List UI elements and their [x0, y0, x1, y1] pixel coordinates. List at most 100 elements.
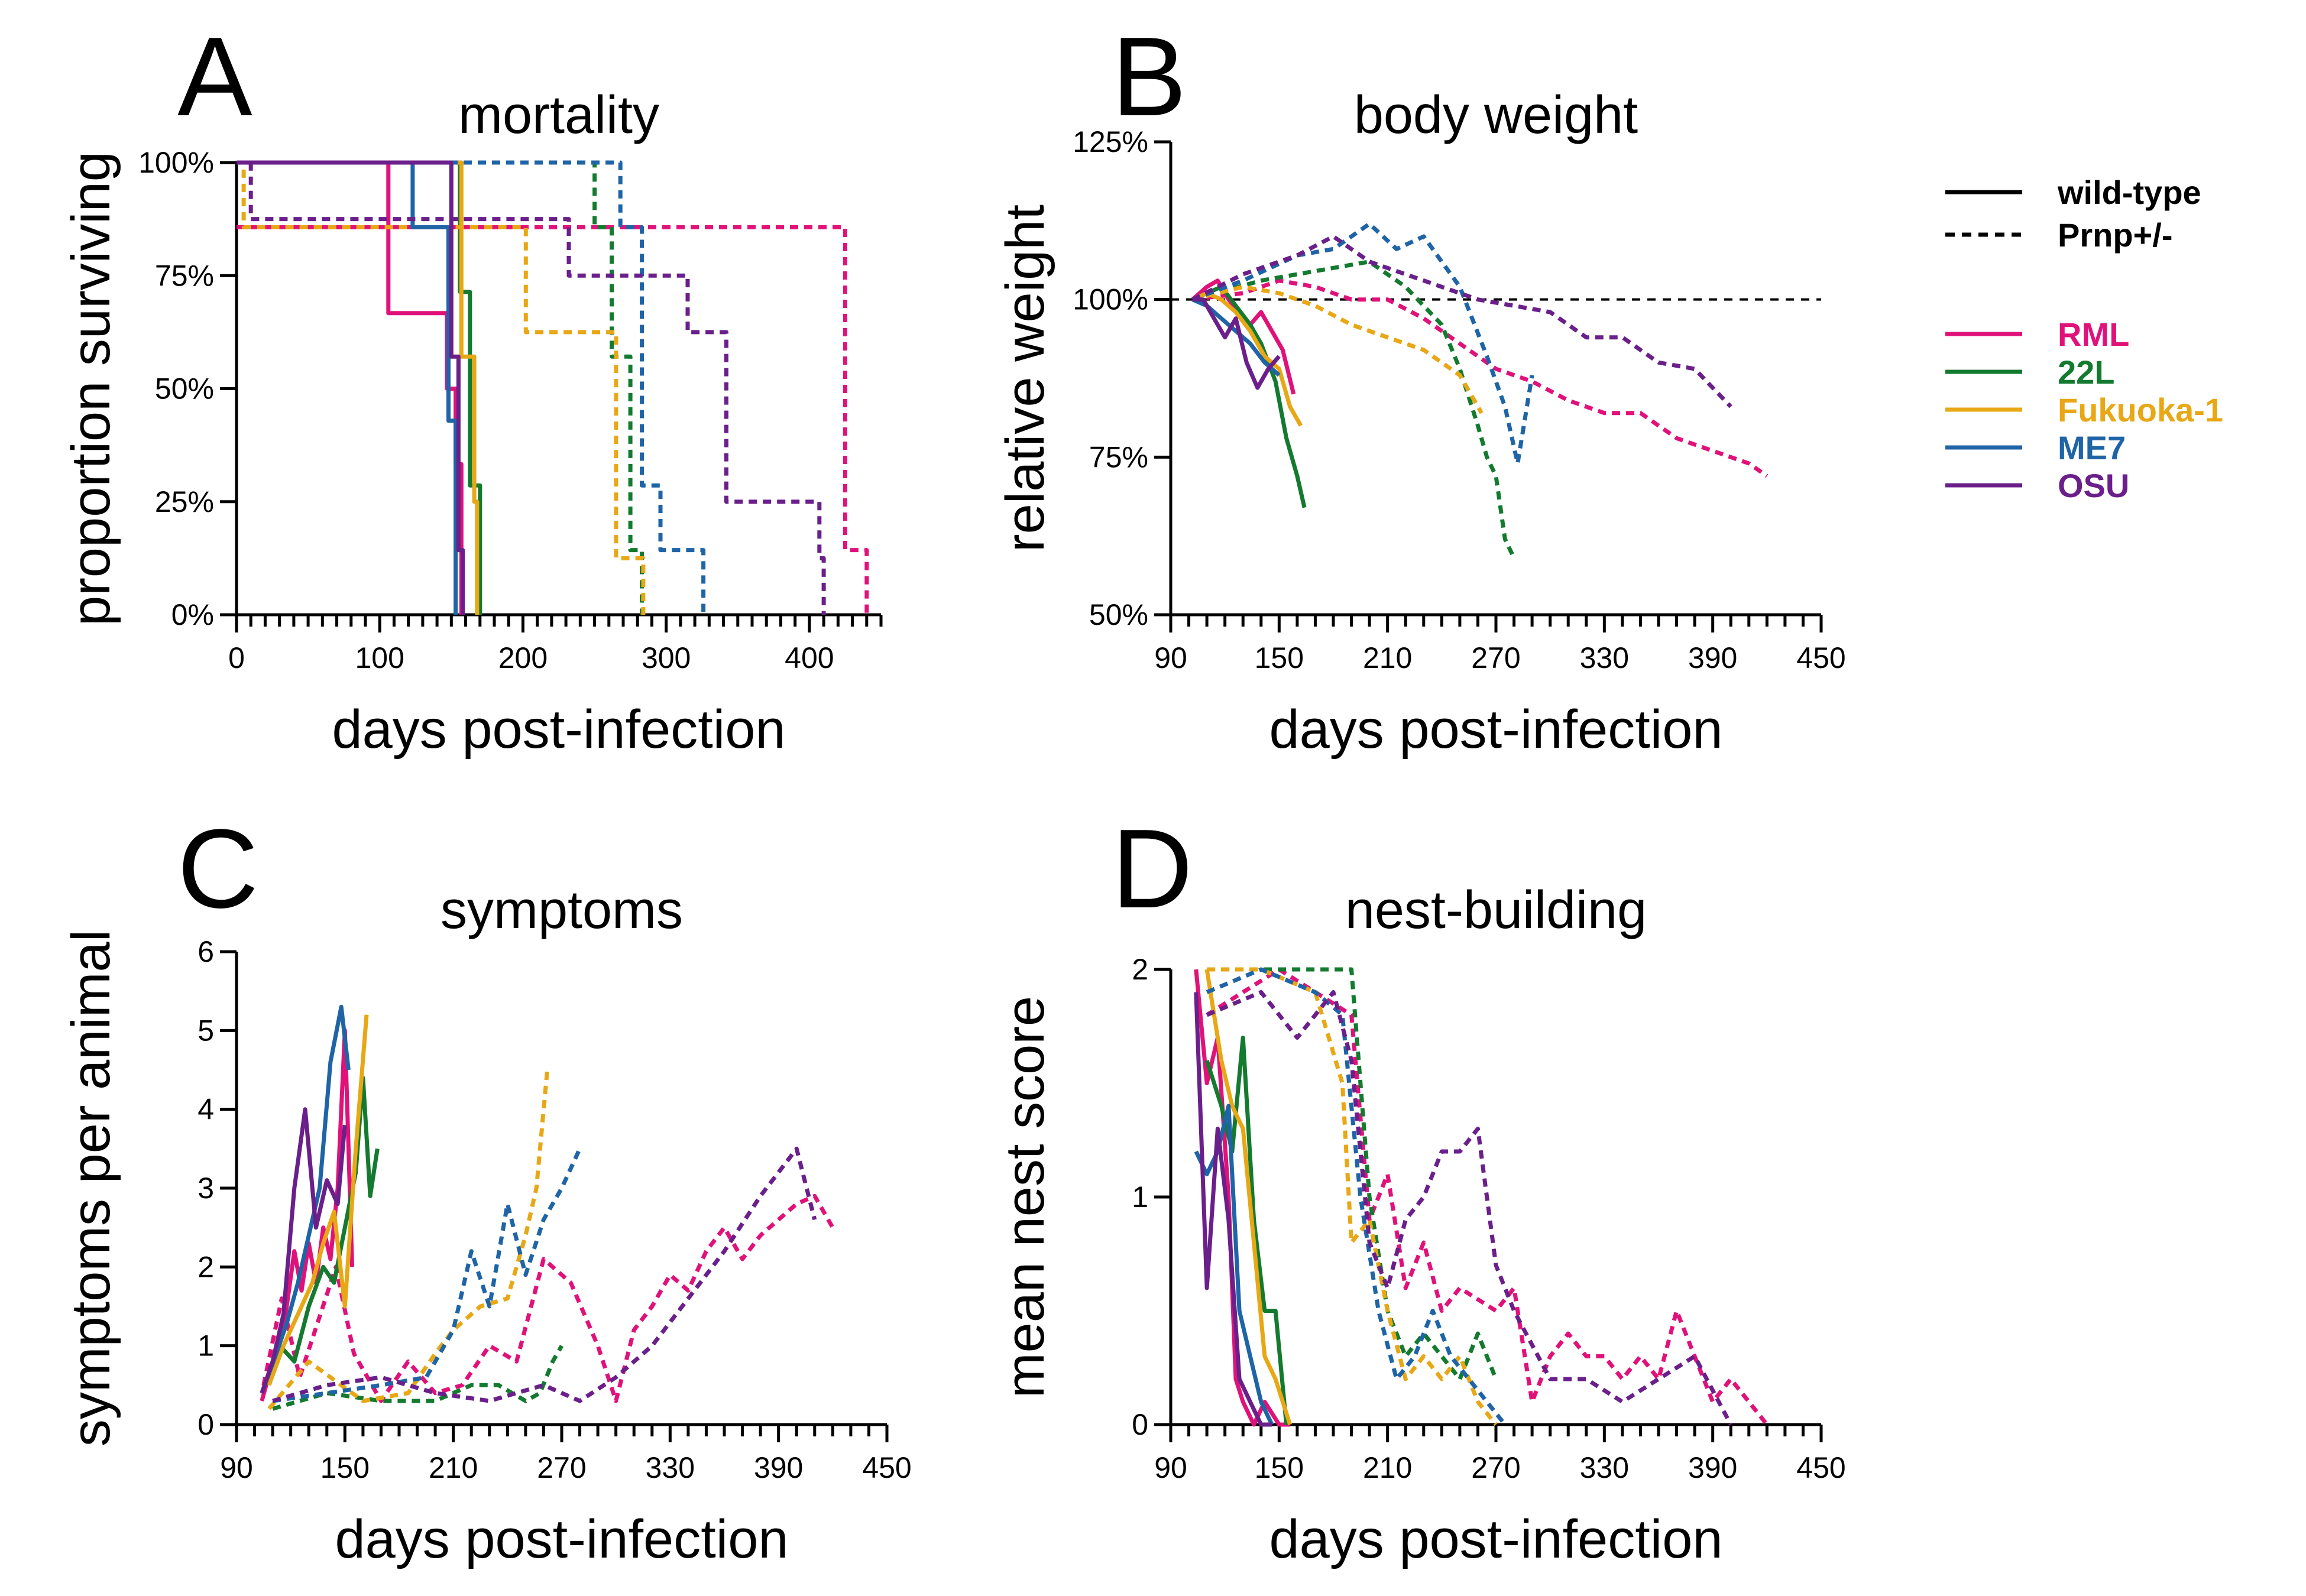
- series-fukuoka-1-prnp: [1191, 284, 1484, 414]
- y-axis-label: symptoms per animal: [61, 930, 121, 1446]
- series-fukuoka-1-wildtype: [237, 160, 480, 615]
- series-osu-wildtype: [260, 1107, 347, 1394]
- x-tick-label: 390: [1688, 1451, 1737, 1484]
- x-tick-label: 90: [1154, 1451, 1187, 1484]
- series-rml-wildtype: [1194, 969, 1290, 1427]
- y-axis-label: proportion surviving: [61, 151, 121, 626]
- series-rml-prnp: [261, 1193, 835, 1403]
- y-axis-label: mean nest score: [995, 996, 1055, 1398]
- y-tick-label: 0%: [171, 598, 214, 631]
- x-axis-label: days post-infection: [1269, 1509, 1722, 1569]
- x-tick-label: 330: [646, 1451, 695, 1484]
- x-tick-label: 330: [1580, 1451, 1629, 1484]
- x-tick-label: 270: [1471, 1451, 1520, 1484]
- legend-label: RML: [2058, 316, 2129, 353]
- x-axis-label: days post-infection: [1269, 699, 1722, 760]
- panel-title: body weight: [1354, 86, 1638, 145]
- x-tick-label: 150: [1255, 1451, 1304, 1484]
- y-tick-label: 0: [1132, 1408, 1148, 1441]
- x-tick-label: 100: [355, 641, 404, 674]
- x-tick-label: 90: [220, 1451, 253, 1484]
- series-rml-wildtype: [237, 160, 464, 615]
- x-tick-label: 390: [754, 1451, 803, 1484]
- series-osu-wildtype: [1194, 992, 1272, 1427]
- x-tick-label: 270: [1471, 641, 1520, 674]
- series-rml-prnp: [1206, 967, 1769, 1426]
- x-axis-label: days post-infection: [332, 699, 785, 760]
- series-fukuoka-1-wildtype: [1204, 969, 1293, 1426]
- series-fukuoka-1-prnp: [237, 160, 646, 615]
- panel-letter: D: [1112, 806, 1193, 932]
- series-fukuoka-1-prnp: [1207, 967, 1498, 1426]
- y-tick-label: 25%: [155, 485, 214, 518]
- x-tick-label: 210: [1363, 641, 1412, 674]
- panel-title: nest-building: [1345, 881, 1647, 940]
- series-osu-prnp: [237, 160, 826, 615]
- x-tick-label: 210: [1363, 1451, 1412, 1484]
- series-22l-prnp: [272, 1344, 564, 1411]
- series-me7-wildtype: [260, 1004, 351, 1394]
- series-osu-prnp: [272, 1146, 817, 1403]
- y-tick-label: 0: [197, 1408, 214, 1441]
- x-tick-label: 330: [1580, 641, 1629, 674]
- x-tick-label: 390: [1688, 641, 1737, 674]
- series-me7-wildtype: [1194, 1104, 1274, 1426]
- series-osu-prnp: [1206, 990, 1733, 1426]
- panel-title: mortality: [458, 86, 659, 145]
- series-rml-prnp: [237, 225, 869, 615]
- x-tick-label: 90: [1154, 641, 1187, 674]
- series-me7-wildtype: [237, 160, 458, 615]
- y-tick-label: 1: [1132, 1180, 1148, 1214]
- x-tick-label: 210: [429, 1451, 478, 1484]
- y-tick-label: 3: [197, 1172, 214, 1205]
- y-tick-label: 50%: [155, 372, 214, 406]
- x-tick-label: 450: [1796, 1451, 1845, 1484]
- panel-letter: A: [177, 14, 252, 140]
- x-tick-label: 270: [537, 1451, 586, 1484]
- x-tick-label: 450: [1796, 641, 1845, 674]
- y-tick-label: 125%: [1073, 125, 1148, 158]
- legend-label: Fukuoka-1: [2058, 391, 2223, 429]
- series-fukuoka-1-prnp: [267, 1069, 550, 1410]
- series-me7-prnp: [1206, 967, 1507, 1426]
- series-me7-prnp: [237, 160, 706, 615]
- x-tick-label: 200: [498, 641, 548, 674]
- panel-letter: B: [1112, 14, 1187, 140]
- y-tick-label: 100%: [1073, 283, 1148, 316]
- legend-label: ME7: [2058, 429, 2126, 466]
- series-22l-wildtype: [1191, 284, 1307, 508]
- series-osu-wildtype: [237, 160, 465, 615]
- y-tick-label: 75%: [155, 259, 214, 292]
- legend-label: 22L: [2058, 353, 2115, 391]
- x-axis-label: days post-infection: [335, 1509, 788, 1569]
- y-tick-label: 5: [197, 1014, 214, 1047]
- legend-label: Prnp+/-: [2058, 216, 2172, 254]
- series-osu-prnp: [1191, 234, 1732, 408]
- y-tick-label: 1: [197, 1329, 214, 1363]
- series-rml-prnp: [1192, 278, 1769, 478]
- y-tick-label: 75%: [1089, 440, 1148, 473]
- series-22l-prnp: [1191, 259, 1516, 559]
- series-me7-prnp: [272, 1147, 582, 1403]
- panel-letter: C: [177, 806, 258, 932]
- y-tick-label: 50%: [1089, 598, 1148, 631]
- x-tick-label: 150: [320, 1451, 370, 1484]
- series-osu-wildtype: [1192, 297, 1281, 390]
- x-tick-label: 0: [228, 641, 245, 674]
- y-tick-label: 2: [197, 1250, 214, 1283]
- x-tick-label: 300: [642, 641, 691, 674]
- legend-label: OSU: [2058, 467, 2129, 504]
- series-22l-wildtype: [237, 160, 482, 615]
- series-22l-wildtype: [1204, 1036, 1289, 1425]
- series-22l-prnp: [237, 160, 644, 615]
- x-tick-label: 450: [862, 1451, 911, 1484]
- series-fukuoka-1-wildtype: [267, 1014, 369, 1386]
- series-22l-wildtype: [263, 1075, 380, 1386]
- y-tick-label: 4: [197, 1093, 214, 1126]
